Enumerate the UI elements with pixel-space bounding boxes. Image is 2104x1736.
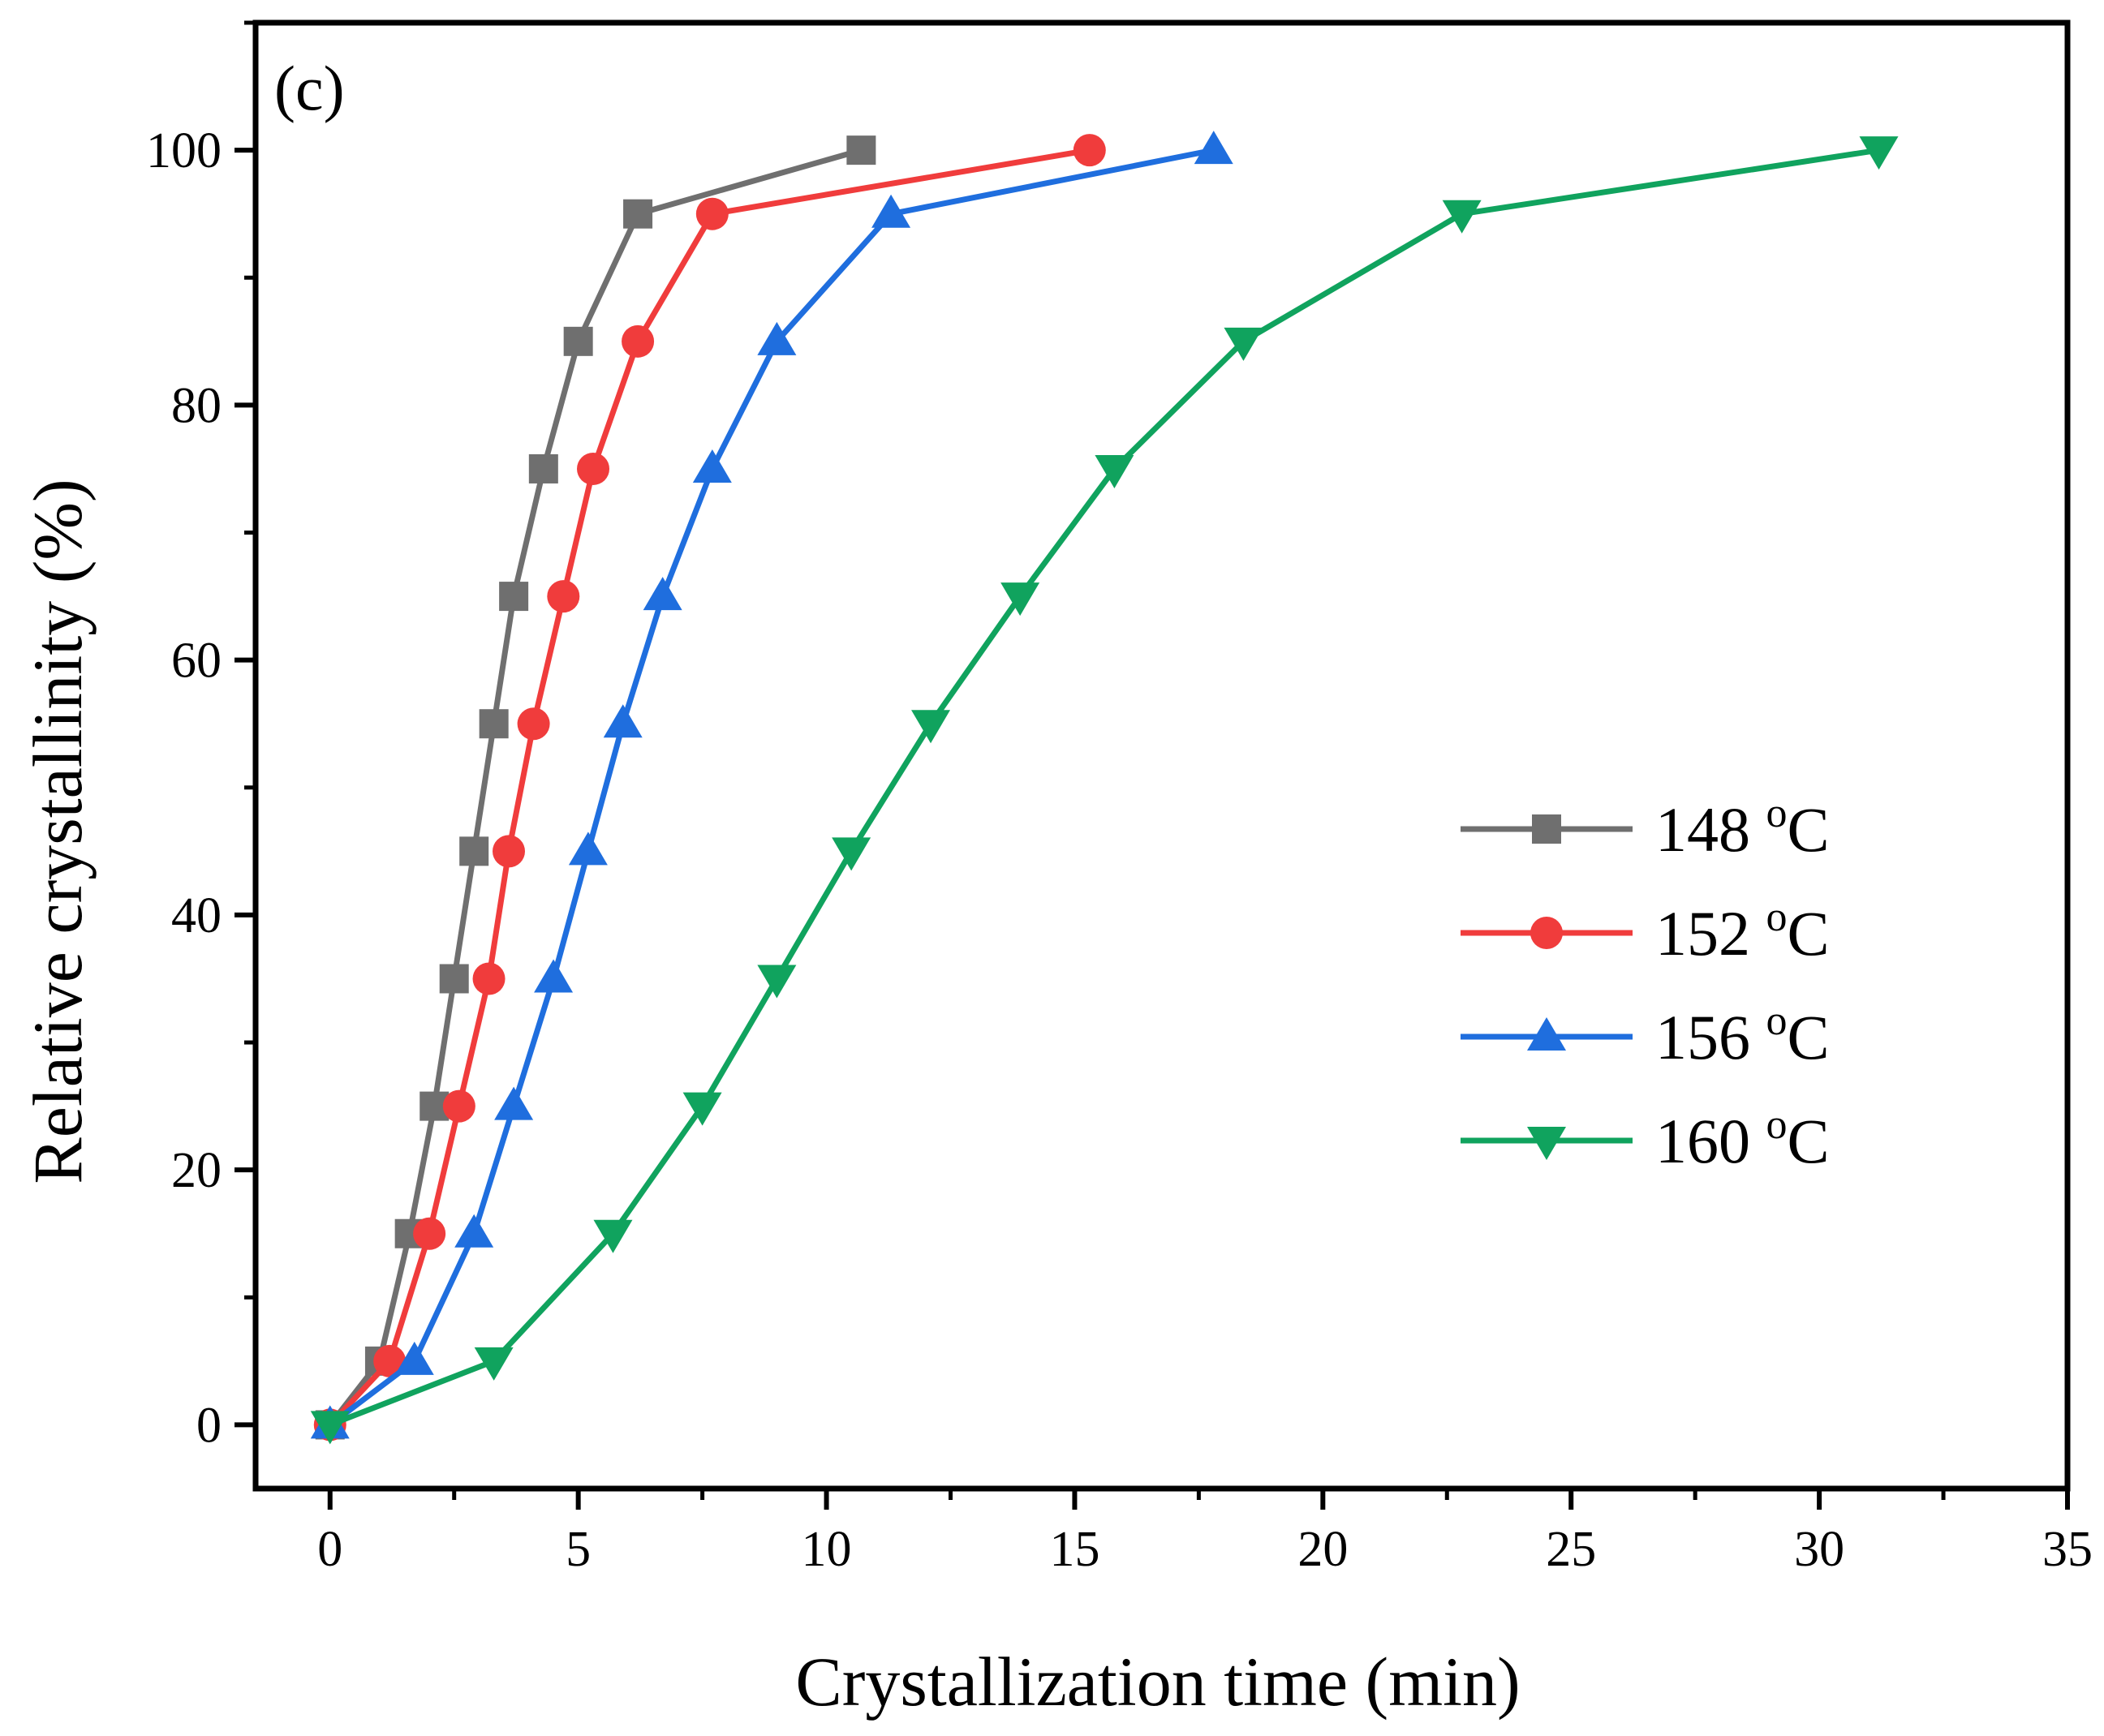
data-point	[472, 962, 506, 995]
series-line	[329, 147, 1880, 1428]
data-point	[459, 836, 489, 866]
panel-label: (c)	[274, 53, 345, 123]
data-point	[1442, 200, 1482, 234]
data-point	[871, 194, 911, 228]
data-point	[682, 1092, 722, 1126]
y-tick-label: 100	[146, 123, 222, 178]
data-point	[1859, 136, 1899, 170]
data-point	[528, 453, 558, 483]
data-point	[439, 964, 469, 994]
data-point	[593, 1219, 633, 1253]
series-line	[328, 147, 1215, 1428]
data-point	[1000, 582, 1040, 617]
data-point	[757, 321, 797, 355]
x-tick-label: 20	[1297, 1522, 1348, 1577]
legend-item-0: 148 oC	[1461, 790, 1830, 865]
data-point	[547, 580, 580, 613]
y-tick-label: 40	[171, 888, 222, 943]
data-point	[911, 710, 951, 744]
data-point	[394, 1341, 434, 1375]
data-point	[622, 324, 655, 358]
series-line	[328, 147, 1091, 1427]
data-point	[534, 959, 574, 993]
data-point	[563, 326, 593, 356]
data-point	[1073, 134, 1106, 167]
x-tick-label: 15	[1049, 1522, 1099, 1577]
data-point	[454, 1214, 494, 1248]
legend-swatch-marker	[1530, 917, 1563, 949]
x-tick-label: 30	[1794, 1522, 1844, 1577]
data-point	[1194, 131, 1233, 165]
data-point	[692, 449, 732, 483]
data-point	[1224, 327, 1263, 361]
series-layer	[310, 131, 1899, 1445]
series-2	[310, 131, 1233, 1439]
y-tick-label: 80	[171, 378, 222, 433]
x-tick-label: 35	[2042, 1522, 2093, 1577]
y-axis-title: Relative crystallinity (%)	[19, 479, 97, 1184]
y-tick-label: 60	[171, 634, 222, 689]
legend-item-2: 156 oC	[1461, 998, 1830, 1072]
legend-item-3: 160 oC	[1461, 1102, 1830, 1176]
legend-swatch-marker	[1532, 814, 1561, 844]
data-point	[442, 1089, 475, 1123]
series-line	[328, 147, 863, 1427]
data-point	[479, 709, 509, 739]
y-tick-label: 0	[196, 1398, 222, 1453]
data-point	[832, 837, 871, 871]
data-point	[603, 704, 643, 738]
legend: 148 oC 152 oC 156 oC 160 oC	[1461, 790, 1830, 1176]
series-3	[310, 136, 1899, 1445]
data-point	[568, 831, 608, 866]
axes-layer: 0 5 10 15 20 25 30 35 0 20 40 60 80 100	[146, 19, 2093, 1577]
y-tick-label: 20	[171, 1143, 222, 1198]
legend-item-1: 152 oC	[1461, 894, 1830, 969]
data-point	[577, 452, 610, 485]
plot-frame	[252, 19, 2071, 1492]
data-point	[695, 197, 729, 230]
legend-label: 160 oC	[1655, 1102, 1830, 1176]
legend-label: 148 oC	[1655, 790, 1830, 865]
data-point	[846, 135, 876, 165]
data-point	[757, 965, 797, 999]
data-point	[499, 582, 529, 612]
data-point	[373, 1344, 407, 1377]
x-tick-label: 25	[1546, 1522, 1596, 1577]
data-point	[474, 1347, 514, 1381]
x-tick-label: 5	[566, 1522, 591, 1577]
data-point	[413, 1217, 446, 1250]
legend-swatch-marker	[1527, 1127, 1566, 1160]
data-point	[517, 707, 550, 741]
x-tick-label: 0	[317, 1522, 342, 1577]
data-point	[310, 1411, 350, 1445]
x-tick-label: 10	[802, 1522, 852, 1577]
data-point	[493, 835, 526, 868]
x-axis-title: Crystallization time (min)	[795, 1643, 1520, 1721]
data-point	[643, 577, 682, 611]
legend-label: 156 oC	[1655, 998, 1830, 1072]
legend-swatch-marker	[1527, 1017, 1566, 1051]
data-point	[623, 199, 653, 229]
data-point	[1095, 454, 1134, 488]
legend-label: 152 oC	[1655, 894, 1830, 969]
data-point	[494, 1086, 534, 1120]
